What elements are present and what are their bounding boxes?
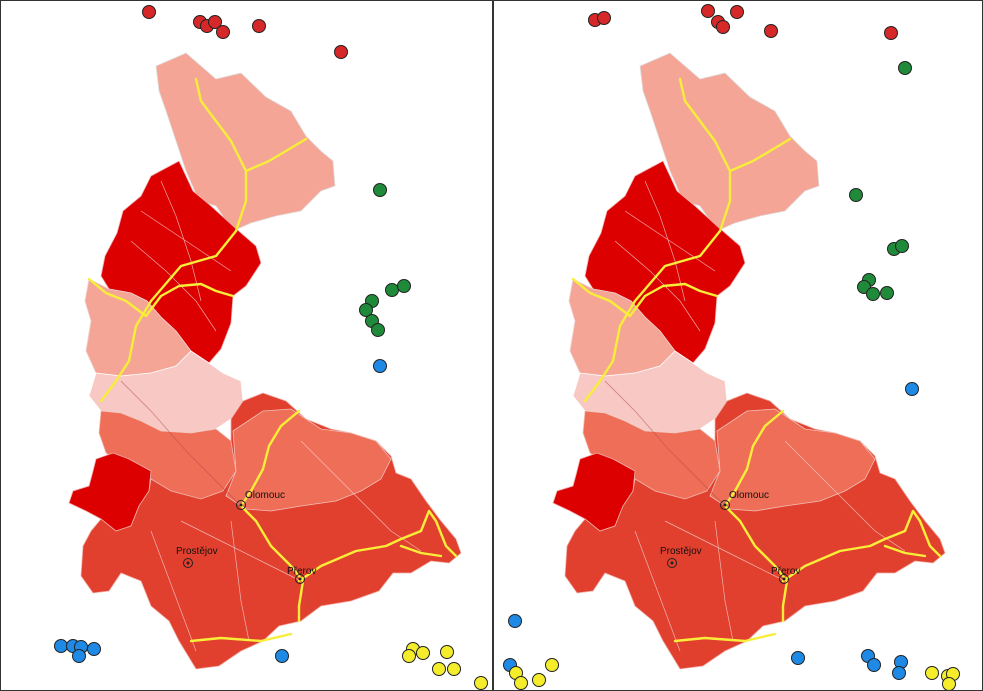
region-map-left: Olomouc Prostějov Přerov (54, 5, 488, 690)
city-label-prostejov: Prostějov (176, 546, 218, 557)
city-prostejov: Prostějov (176, 546, 218, 568)
points-yellow (402, 642, 488, 690)
city-label-olomouc: Olomouc (729, 490, 769, 501)
city-prerov: Přerov (771, 566, 800, 584)
city-label-prostejov: Prostějov (660, 546, 702, 557)
points-yellow (509, 658, 960, 690)
district-boundaries (614, 180, 906, 652)
rivers (604, 380, 796, 612)
city-prerov: Přerov (287, 566, 316, 584)
scatter-points (54, 5, 488, 690)
district-olomouc (225, 408, 392, 512)
city-label-olomouc: Olomouc (245, 490, 285, 501)
city-olomouc: Olomouc (236, 490, 285, 510)
rivers (120, 380, 312, 612)
points-blue (54, 359, 387, 663)
cities: Olomouc Prostějov Přerov (660, 490, 800, 584)
points-blue (503, 382, 919, 680)
city-label-prerov: Přerov (771, 566, 800, 577)
points-green (849, 61, 912, 301)
city-label-prerov: Přerov (287, 566, 316, 577)
city-olomouc: Olomouc (720, 490, 769, 510)
districts (552, 52, 946, 670)
map-panel-right: Olomouc Prostějov Přerov (492, 0, 983, 691)
city-prostejov: Prostějov (660, 546, 702, 568)
points-red (142, 5, 348, 59)
roads (571, 77, 942, 643)
cities: Olomouc Prostějov Přerov (176, 490, 316, 584)
points-red (588, 4, 898, 40)
scatter-points (503, 4, 960, 690)
region-map-right: Olomouc Prostějov Přerov (503, 4, 960, 690)
points-green (359, 183, 411, 337)
district-boundaries (130, 180, 422, 652)
districts (68, 52, 462, 670)
map-panel-left: Olomouc Prostějov Přerov (0, 0, 492, 691)
district-olomouc (709, 408, 876, 512)
roads (87, 77, 458, 643)
